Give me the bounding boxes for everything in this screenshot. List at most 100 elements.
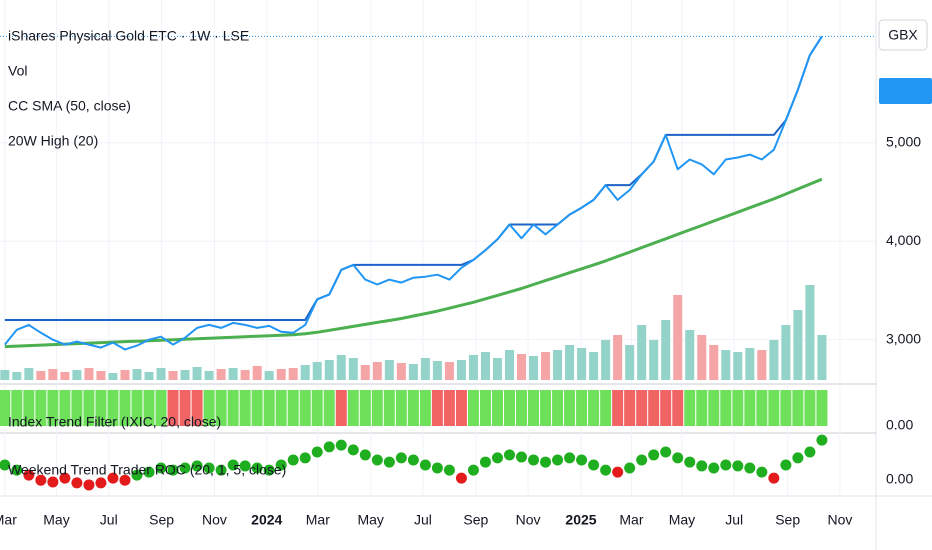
volume-bar [637,325,647,380]
trend-bar [371,390,383,426]
trend-bar [95,390,107,426]
volume-bar [649,340,659,380]
volume-bar [120,370,130,380]
volume-bar [589,352,599,380]
volume-bar [108,373,118,380]
volume-bar [360,365,370,380]
trend-bar [263,390,275,426]
trend-bar [191,390,203,426]
currency-label: GBX [888,27,918,43]
roc-dot [443,464,455,476]
trend-bar [768,390,780,426]
roc-dot [311,446,323,458]
trend-bar [696,390,708,426]
trend-bar [203,390,215,426]
trend-bar [540,390,552,426]
x-tick-label: Jul [100,512,118,528]
roc-dot [600,464,612,476]
volume-bar [168,371,178,380]
trend-bar [744,390,756,426]
pane-title: Weekend Trend Trader ROC (20, 1, 5, clos… [8,462,286,478]
roc-dot [275,459,287,471]
x-tick-label: May [669,512,695,528]
x-tick-label: Mar [619,512,643,528]
trend-bar [467,390,479,426]
roc-dot [179,462,191,474]
roc-dot [516,451,528,463]
volume-bar [336,355,346,380]
roc-dot [672,452,684,464]
roc-dot [792,452,804,464]
volume-bar [541,352,551,380]
roc-dot [395,452,407,464]
volume-bar [72,370,82,380]
trend-bar [576,390,588,426]
roc-dot [335,439,347,451]
roc-dot [371,454,383,466]
roc-dot [684,456,696,468]
y-tick-label: 4,000 [886,232,921,248]
y-tick-label: 5,000 [886,133,921,149]
trend-bar [564,390,576,426]
roc-dot [528,454,540,466]
trend-bar [0,390,11,426]
trend-bar [612,390,624,426]
volume-bar [396,363,406,380]
currency-box[interactable] [878,19,928,51]
trend-bar [383,390,395,426]
volume-bar [312,362,322,380]
volume-bar [384,360,394,380]
trend-bar [528,390,540,426]
roc-dot [732,460,744,472]
trend-bar [419,390,431,426]
trend-bar [720,390,732,426]
roc-dot [636,454,648,466]
roc-dot [780,459,792,471]
trend-bar [275,390,287,426]
roc-dot [59,472,71,484]
trend-bar [816,390,828,426]
trend-bar [407,390,419,426]
x-tick-label: Jul [725,512,743,528]
volume-bar [625,345,635,380]
roc-dot [71,477,83,489]
trend-bar [143,390,155,426]
roc-dot [155,462,167,474]
roc-dot [359,449,371,461]
roc-dot [191,460,203,472]
trend-bar [588,390,600,426]
volume-bar [517,354,527,380]
x-tick-label: 2024 [251,512,282,528]
roc-dot [624,462,636,474]
trend-bar [708,390,720,426]
volume-bar [180,370,190,380]
trend-bar [600,390,612,426]
volume-bar [264,371,274,380]
volume-bar [468,355,478,380]
legend-entry: CC SMA (50, close) [8,98,131,114]
roc-dot [239,460,251,472]
roc-dot [816,434,828,446]
volume-bar [156,368,166,380]
volume-bar [432,361,442,380]
trend-bar [491,390,503,426]
trend-bar [35,390,47,426]
trend-bar [11,390,23,426]
roc-dot [0,459,11,471]
x-tick-label: Sep [463,512,488,528]
roc-dot [756,466,768,478]
volume-bar [96,371,106,380]
roc-dot [251,462,263,474]
volume-bar [84,368,94,380]
trend-bar [672,390,684,426]
trend-bar [516,390,528,426]
trend-bar [119,390,131,426]
x-tick-label: May [43,512,69,528]
trend-bar [287,390,299,426]
roc-dot [287,454,299,466]
roc-dot [540,456,552,468]
volume-bar [673,295,683,380]
volume-bar [288,368,298,380]
roc-dot [588,459,600,471]
